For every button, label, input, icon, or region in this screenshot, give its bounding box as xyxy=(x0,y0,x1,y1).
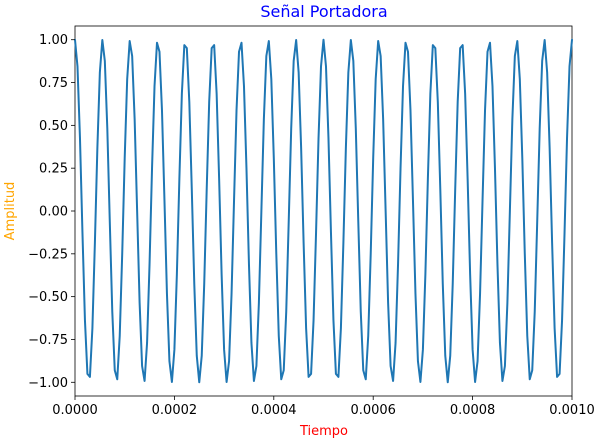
x-axis-label: Tiempo xyxy=(299,424,348,439)
x-axis-ticks: 0.0000 0.0002 0.0004 0.0006 0.0008 0.0010 xyxy=(52,396,595,418)
x-tick-label: 0.0002 xyxy=(152,403,198,418)
y-axis-label: Amplitud xyxy=(3,182,18,241)
x-tick-label: 0.0004 xyxy=(251,403,297,418)
y-tick-label: 1.00 xyxy=(39,33,68,48)
y-tick-label: 0.00 xyxy=(39,205,68,220)
y-tick-label: 0.75 xyxy=(39,76,68,91)
x-tick-label: 0.0008 xyxy=(450,403,496,418)
y-tick-label: −0.50 xyxy=(28,290,68,305)
y-axis-ticks: −1.00 −0.75 −0.50 −0.25 0.00 0.25 0.50 0.75 1.00 xyxy=(28,33,75,391)
y-tick-label: −0.25 xyxy=(28,247,68,262)
plot-area xyxy=(74,25,573,397)
y-tick-label: −1.00 xyxy=(28,376,68,391)
y-tick-label: 0.25 xyxy=(39,162,68,177)
x-tick-label: 0.0006 xyxy=(350,403,396,418)
chart-title: Señal Portadora xyxy=(260,2,387,21)
x-tick-label: 0.0010 xyxy=(549,403,595,418)
y-tick-label: −0.75 xyxy=(28,333,68,348)
carrier-signal-line xyxy=(74,38,573,384)
plot-frame xyxy=(74,25,573,397)
y-tick-label: 0.50 xyxy=(39,119,68,134)
x-tick-label: 0.0000 xyxy=(52,403,98,418)
